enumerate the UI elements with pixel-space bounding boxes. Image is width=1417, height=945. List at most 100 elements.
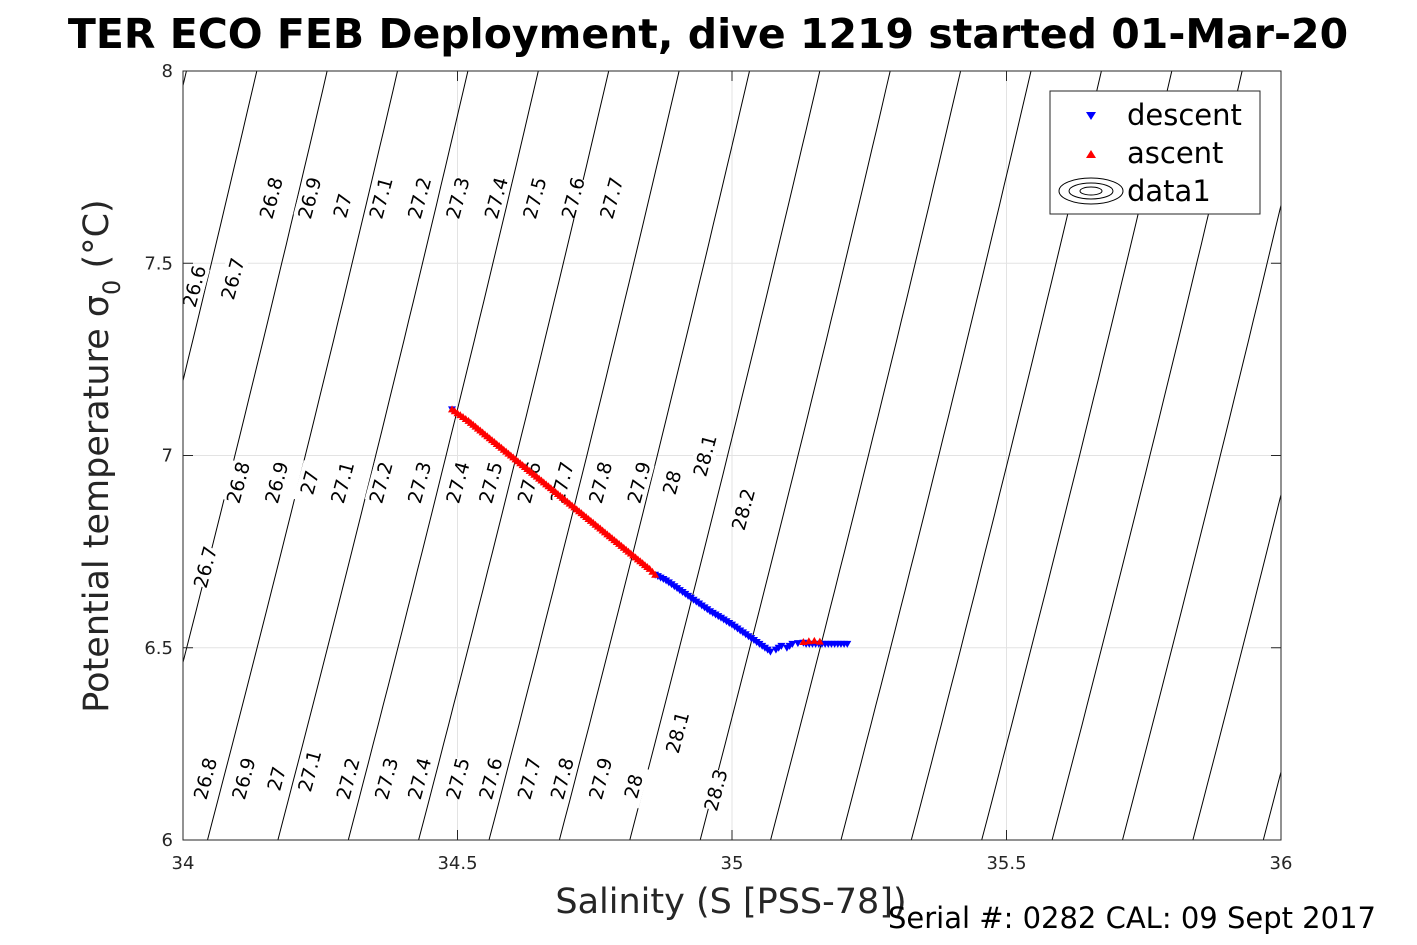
y-tick-label: 7 <box>162 446 173 467</box>
contour-label-bg <box>699 767 732 813</box>
data-series <box>448 405 852 656</box>
x-tick-label: 34.5 <box>437 853 477 874</box>
contour-label-bg <box>622 460 655 505</box>
contour-label-bg <box>584 460 617 505</box>
isopycnal-line <box>770 71 962 840</box>
contour-label-bg <box>480 175 512 221</box>
legend-data1-marker <box>1058 177 1124 205</box>
isopycnal-line <box>488 71 680 840</box>
contour-label-bg <box>227 756 260 801</box>
y-axis-label-main: Potential temperature σ <box>77 295 117 713</box>
contour-label-bg <box>293 175 326 221</box>
contour-label-bg <box>584 756 617 801</box>
contour-label-bg <box>326 460 359 505</box>
contour-label-bg <box>441 460 474 505</box>
contour-label-group: 27.5 <box>518 175 551 221</box>
contour-label-bg <box>545 756 578 801</box>
isopycnal-line <box>1192 492 1281 840</box>
serial-calibration-note: Serial #: 0282 CAL: 09 Sept 2017 <box>888 901 1376 935</box>
contour-label-group: 27.5 <box>441 755 475 802</box>
descent-point <box>788 640 797 648</box>
contour-label-bg <box>326 183 359 228</box>
y-tick-label: 6.5 <box>144 638 173 659</box>
y-axis-label: Potential temperature σ0 (°C) <box>77 199 126 712</box>
x-tick-label: 35.5 <box>986 853 1026 874</box>
contour-label-bg <box>655 460 688 505</box>
contour-label-bg <box>617 764 650 809</box>
contour-label-bg <box>403 756 435 801</box>
chart-title: TER ECO FEB Deployment, dive 1219 starte… <box>68 10 1348 58</box>
x-tick-label: 35 <box>721 853 744 874</box>
contour-label-bg <box>474 460 507 505</box>
x-axis-label: Salinity (S [PSS-78]) <box>555 882 906 922</box>
contour-label-group: 27 <box>293 460 326 505</box>
isopycnal-line <box>277 71 469 840</box>
descent-point <box>766 648 775 656</box>
y-tick-label: 6 <box>162 830 173 851</box>
contour-label-group: 27.1 <box>326 459 359 506</box>
legend-data1-label: data1 <box>1127 174 1211 208</box>
y-axis-label-group: Potential temperature σ0 (°C) <box>77 199 126 712</box>
y-axis-label-subscript: 0 <box>98 280 126 295</box>
isopycnal-line <box>1122 203 1281 840</box>
x-tick-label: 34 <box>172 853 195 874</box>
ascent-point <box>815 637 824 645</box>
isopycnal-line <box>558 71 750 840</box>
descent-point <box>793 640 802 648</box>
contour-label-bg <box>513 756 545 801</box>
contour-label-bg <box>403 175 435 221</box>
ascent-point <box>651 570 660 578</box>
legend-ascent-marker <box>1086 150 1096 158</box>
contour-label-bg <box>518 175 551 221</box>
legend-descent-label: descent <box>1127 98 1242 132</box>
contour-label-bg <box>216 256 249 301</box>
contour-label-bg <box>222 460 254 505</box>
y-tick-label: 7.5 <box>144 253 173 274</box>
legend: descent ascent data1 <box>1049 90 1261 215</box>
contour-label-bg <box>474 756 507 801</box>
isopycnal-line <box>1262 769 1281 840</box>
contour-label-bg <box>178 264 210 309</box>
contour-label-bg <box>370 756 402 801</box>
isopycnal-line <box>840 71 1032 840</box>
isopycnal-line <box>183 71 258 383</box>
legend-ascent-label: ascent <box>1127 136 1223 170</box>
contour-label-bg <box>556 175 589 221</box>
ascent-point <box>810 636 819 644</box>
contour-label-bg <box>403 460 435 505</box>
isopycnal-line <box>347 71 539 840</box>
contour-label-bg <box>331 756 364 801</box>
legend-descent-marker <box>1086 112 1096 120</box>
axis-ticks: 34 34.5 35 35.5 36 6 6.5 7 7.5 8 <box>144 61 1292 874</box>
y-axis-label-unit: (°C) <box>77 199 117 279</box>
isopycnal-line <box>183 71 328 665</box>
contour-label-group: 27 <box>326 183 359 228</box>
contour-label-bg <box>293 460 326 505</box>
contour-label-group: 26.6 <box>178 263 211 310</box>
contour-label-bg <box>189 544 221 590</box>
contour-label-bg <box>260 756 293 801</box>
contour-label-bg <box>189 756 221 801</box>
contour-label-bg <box>595 175 628 221</box>
ascent-point <box>804 637 813 645</box>
contour-label-bg <box>441 756 474 801</box>
contour-label-group: 27.3 <box>403 459 436 506</box>
contour-label-bg <box>364 175 397 221</box>
contour-label-bg <box>661 710 693 755</box>
y-tick-label: 8 <box>162 61 173 82</box>
contour-label-bg <box>293 748 326 793</box>
isopycnal-line <box>629 71 821 840</box>
contour-label-bg <box>513 460 545 505</box>
contour-label-bg <box>364 460 397 505</box>
x-tick-label: 36 <box>1270 853 1293 874</box>
ascent-point <box>799 637 808 645</box>
contour-label-bg <box>254 175 287 221</box>
contour-label-bg <box>441 175 474 221</box>
legend-box <box>1049 90 1261 215</box>
contour-label-bg <box>688 433 721 478</box>
contour-label-bg <box>260 460 293 505</box>
isopycnal-line <box>207 71 398 840</box>
descent-point <box>843 640 852 648</box>
contour-label-group: 26.9 <box>293 175 326 221</box>
descent-point <box>777 642 786 650</box>
